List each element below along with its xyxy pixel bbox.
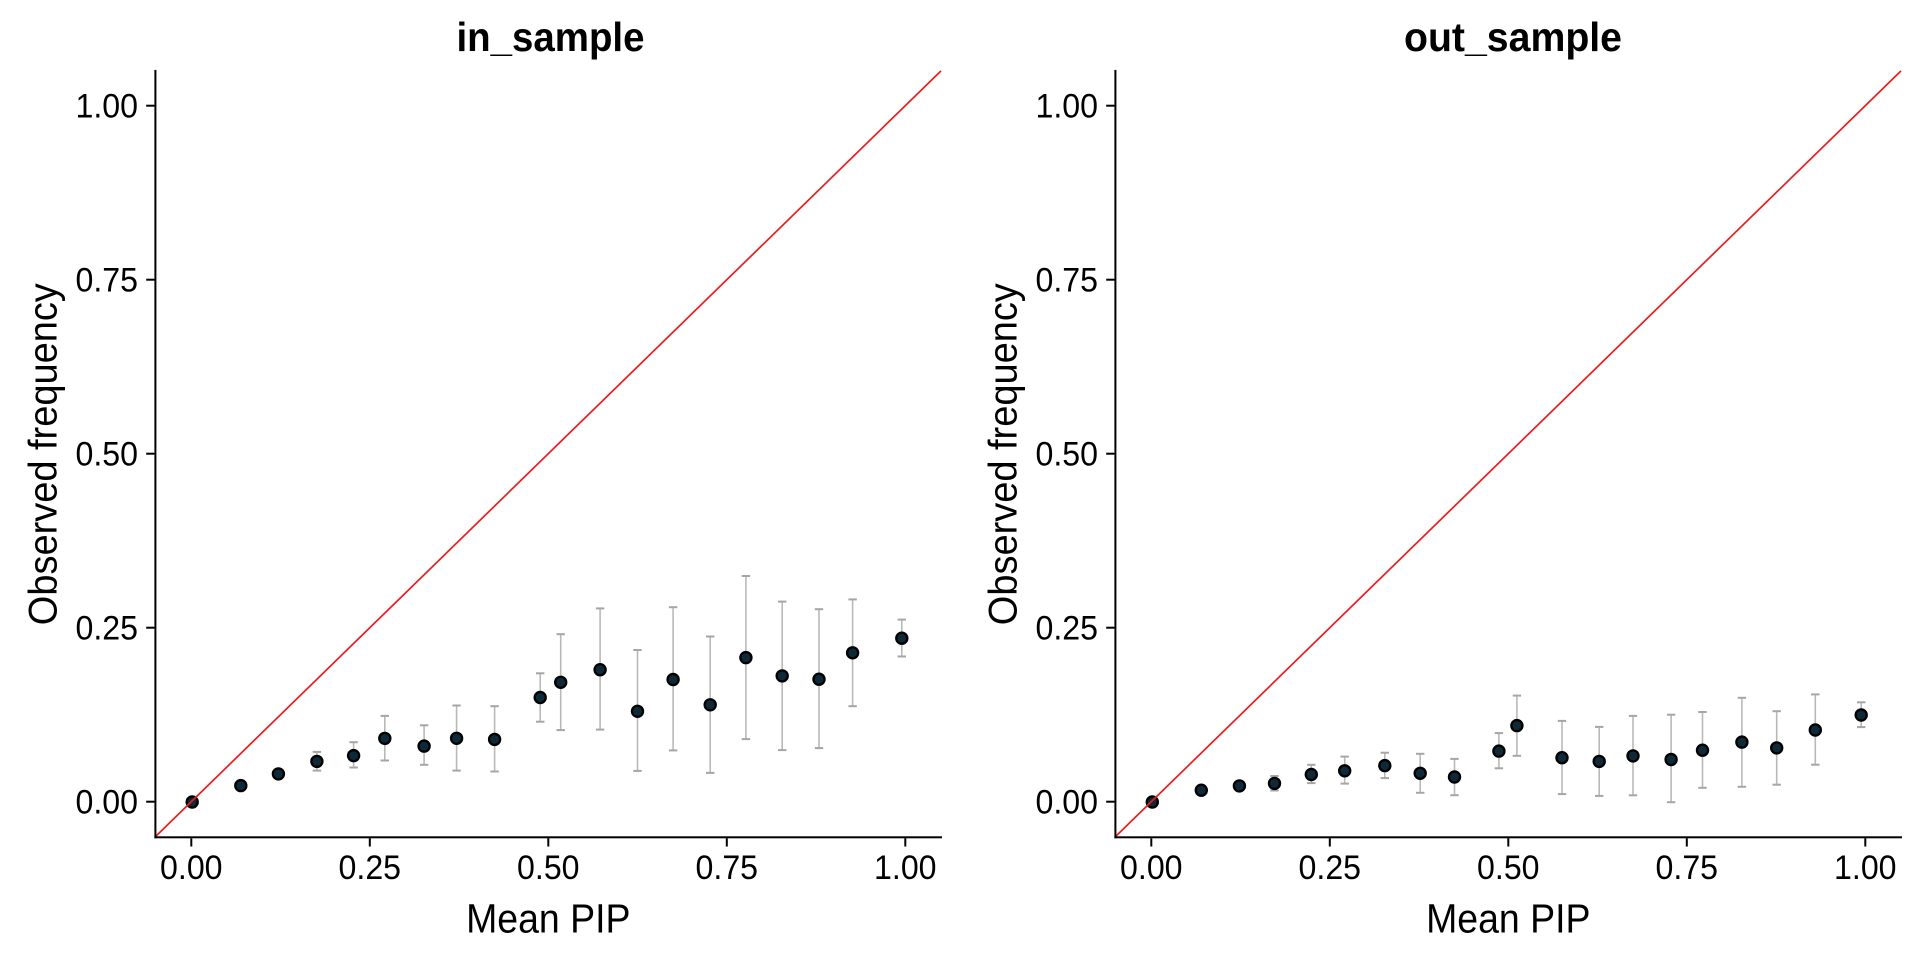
svg-text:1.00: 1.00 [1834,849,1897,887]
svg-text:1.00: 1.00 [1036,88,1099,126]
svg-text:1.00: 1.00 [76,88,139,126]
svg-text:0.50: 0.50 [1036,436,1099,474]
svg-text:0.00: 0.00 [76,784,139,822]
svg-text:0.00: 0.00 [160,849,223,887]
svg-text:0.75: 0.75 [1656,849,1719,887]
svg-text:Mean PIP: Mean PIP [1426,896,1590,942]
svg-text:0.00: 0.00 [1036,784,1099,822]
svg-text:0.00: 0.00 [1120,849,1183,887]
svg-text:0.75: 0.75 [1036,262,1099,300]
svg-text:0.75: 0.75 [76,262,139,300]
svg-text:0.25: 0.25 [339,849,402,887]
svg-text:0.50: 0.50 [1477,849,1540,887]
svg-text:0.25: 0.25 [1299,849,1362,887]
svg-text:0.50: 0.50 [76,436,139,474]
svg-text:Observed frequency: Observed frequency [982,283,1026,625]
svg-text:0.75: 0.75 [696,849,759,887]
svg-text:Observed frequency: Observed frequency [22,283,66,625]
svg-text:Mean PIP: Mean PIP [466,896,630,942]
svg-text:0.25: 0.25 [1036,610,1099,648]
svg-text:1.00: 1.00 [874,849,937,887]
svg-text:out_sample: out_sample [1404,14,1622,60]
svg-text:0.25: 0.25 [76,610,139,648]
svg-text:in_sample: in_sample [457,14,645,60]
svg-text:0.50: 0.50 [517,849,580,887]
